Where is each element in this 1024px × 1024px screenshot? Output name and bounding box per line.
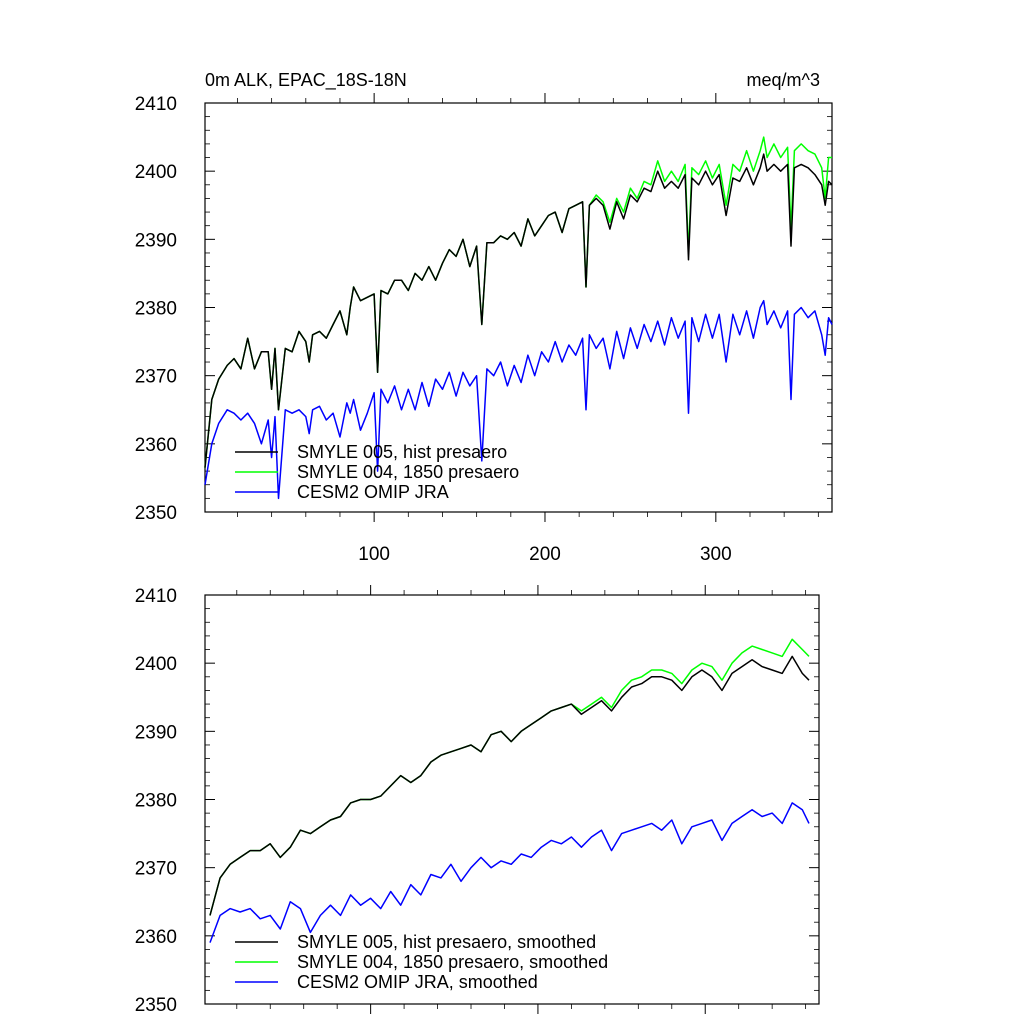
top-ytick-label: 2370: [135, 367, 177, 388]
bottom-ytick-label: 2380: [135, 791, 177, 812]
top-xtick-label: 100: [358, 544, 390, 565]
top-panel-units: meq/m^3: [747, 70, 820, 90]
top-ytick-label: 2390: [135, 230, 177, 251]
bottom-series-line-2: [209, 802, 810, 943]
bottom-ytick-label: 2370: [135, 859, 177, 880]
top-panel-title: 0m ALK, EPAC_18S-18N: [205, 70, 407, 91]
top-series-line-2: [204, 299, 833, 500]
bottom-ytick-label: 2400: [135, 654, 177, 675]
top-ytick-label: 2400: [135, 162, 177, 183]
top-series-line-0: [204, 153, 833, 468]
bottom-ytick-label: 2390: [135, 722, 177, 743]
bottom-legend-label-1: SMYLE 004, 1850 presaero, smoothed: [297, 952, 608, 972]
bottom-legend-label-2: CESM2 OMIP JRA, smoothed: [297, 972, 538, 992]
top-series-group: [204, 136, 833, 500]
top-ytick-label: 2350: [135, 503, 177, 524]
top-legend-label-1: SMYLE 004, 1850 presaero: [297, 462, 519, 482]
bottom-panel: 2350 2360 2370 2380 2390 2400 2410 SMYLE 005, …: [135, 585, 820, 1016]
top-y-axis: 2350 2360 2370 2380 2390 2400 2410: [135, 94, 832, 524]
bottom-legend: SMYLE 005, hist presaero, smoothedSMYLE …: [235, 932, 608, 992]
top-x-axis: 100 200 300: [237, 93, 819, 565]
top-xtick-label: 300: [700, 544, 732, 565]
top-panel: 0m ALK, EPAC_18S-18N meq/m^3 2350 2360 237…: [135, 70, 833, 565]
bottom-ytick-label: 2360: [135, 927, 177, 948]
bottom-legend-label-0: SMYLE 005, hist presaero, smoothed: [297, 932, 596, 952]
bottom-series-line-0: [209, 655, 810, 916]
top-ytick-label: 2380: [135, 299, 177, 320]
bottom-x-axis: [236, 585, 807, 1014]
bottom-y-axis: 2350 2360 2370 2380 2390 2400 2410: [135, 586, 819, 1016]
top-legend-label-2: CESM2 OMIP JRA: [297, 482, 449, 502]
top-xtick-label: 200: [529, 544, 561, 565]
bottom-series-group: [209, 638, 810, 943]
bottom-ytick-label: 2410: [135, 586, 177, 607]
top-ytick-label: 2410: [135, 94, 177, 115]
bottom-ytick-label: 2350: [135, 995, 177, 1016]
top-legend-label-0: SMYLE 005, hist presaero: [297, 442, 507, 462]
top-ytick-label: 2360: [135, 435, 177, 456]
